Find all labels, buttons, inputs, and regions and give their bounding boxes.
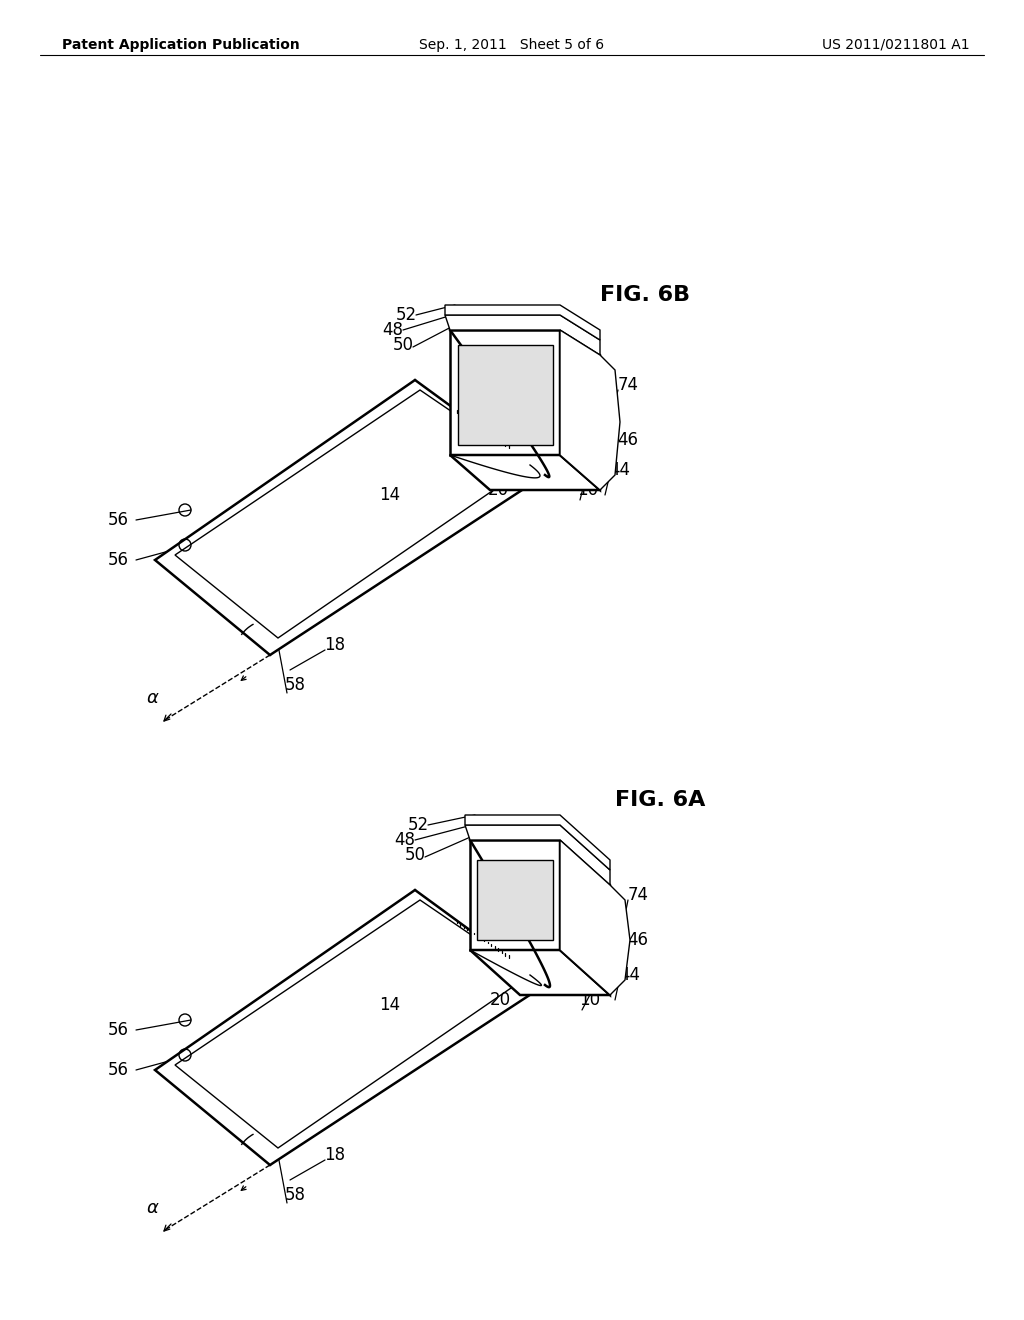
- Polygon shape: [477, 861, 553, 940]
- Text: $\alpha$: $\alpha$: [146, 1199, 160, 1217]
- Text: 56: 56: [108, 1061, 128, 1078]
- Polygon shape: [445, 305, 600, 341]
- Text: 46: 46: [617, 432, 639, 449]
- Polygon shape: [450, 455, 600, 490]
- Text: 52: 52: [395, 306, 417, 323]
- Text: 10: 10: [580, 991, 600, 1008]
- Text: 56: 56: [108, 550, 128, 569]
- Text: 20: 20: [489, 991, 511, 1008]
- Text: Sep. 1, 2011   Sheet 5 of 6: Sep. 1, 2011 Sheet 5 of 6: [420, 38, 604, 51]
- Polygon shape: [450, 330, 560, 455]
- Text: 14: 14: [380, 997, 400, 1014]
- Text: 58: 58: [285, 1185, 305, 1204]
- Text: 58: 58: [285, 676, 305, 694]
- Text: 48: 48: [383, 321, 403, 339]
- Polygon shape: [560, 330, 620, 490]
- Text: 44: 44: [620, 966, 640, 983]
- Text: Patent Application Publication: Patent Application Publication: [62, 38, 300, 51]
- Text: 46: 46: [628, 931, 648, 949]
- Text: 56: 56: [108, 1020, 128, 1039]
- Polygon shape: [458, 345, 553, 445]
- Polygon shape: [470, 840, 560, 950]
- Polygon shape: [445, 315, 600, 355]
- Text: $\alpha$: $\alpha$: [146, 689, 160, 708]
- Text: 50: 50: [392, 337, 414, 354]
- Polygon shape: [155, 380, 545, 655]
- Polygon shape: [470, 950, 610, 995]
- Text: 18: 18: [325, 1146, 345, 1164]
- Polygon shape: [560, 840, 610, 995]
- Text: FIG. 6A: FIG. 6A: [614, 789, 706, 810]
- Polygon shape: [465, 814, 610, 870]
- Polygon shape: [560, 330, 600, 490]
- Polygon shape: [465, 825, 610, 884]
- Text: 56: 56: [108, 511, 128, 529]
- Text: 14: 14: [380, 486, 400, 504]
- Text: 18: 18: [325, 636, 345, 653]
- Text: 74: 74: [628, 886, 648, 904]
- Text: 16: 16: [567, 451, 589, 469]
- Text: 52: 52: [408, 816, 429, 834]
- Text: 44: 44: [609, 461, 631, 479]
- Text: 74: 74: [617, 376, 639, 393]
- Text: US 2011/0211801 A1: US 2011/0211801 A1: [822, 38, 970, 51]
- Text: 16: 16: [569, 950, 591, 969]
- Text: 48: 48: [394, 832, 416, 849]
- Text: 20: 20: [487, 480, 509, 499]
- Polygon shape: [560, 840, 630, 995]
- Text: 50: 50: [404, 846, 426, 865]
- Text: 10: 10: [578, 480, 599, 499]
- Text: FIG. 6B: FIG. 6B: [600, 285, 690, 305]
- Polygon shape: [155, 890, 545, 1166]
